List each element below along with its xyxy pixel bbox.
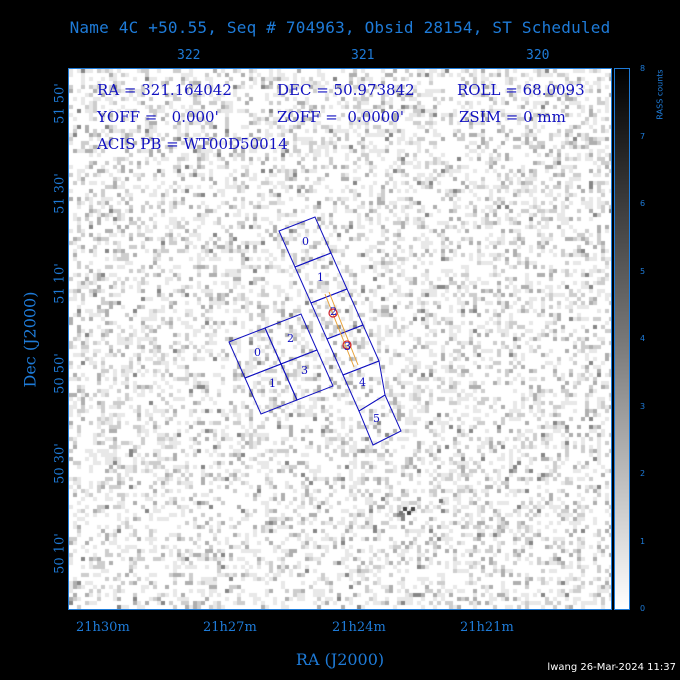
colorbar-tick: 1 [640,537,646,546]
colorbar-tick: 2 [640,469,646,478]
sky-image-panel: 0 1 2 3 4 5 0 2 1 3 RA = 321.164042 DEC … [68,68,612,610]
colorbar [614,68,630,610]
ccd-i-label: 1 [269,377,276,390]
dec-tick: 51 30' [52,173,68,214]
source-marker [328,308,338,318]
grating-arm [324,291,359,368]
colorbar-tick: 5 [640,267,646,276]
y-axis-label: Dec (J2000) [20,291,40,388]
rass-count-image [69,69,611,609]
ra-bottom-tick: 21h24m [332,620,386,635]
dec-tick: 50 50' [52,353,68,394]
zoff-readout: ZOFF = 0.0000' [277,108,405,126]
acis-s-chip-3 [326,324,380,376]
ccd-s-label: 3 [344,340,351,353]
colorbar-tick: 3 [640,402,646,411]
ccd-i-label: 0 [254,346,261,359]
roll-readout: ROLL = 68.0093 [457,81,585,99]
ccd-i-label: 3 [301,364,308,377]
dec-tick: 50 30' [52,443,68,484]
ccd-s-label: 0 [302,235,309,248]
acis-pb-readout: ACIS PB = WT00D50014 [97,135,288,153]
acis-footprint-overlay: 0 1 2 3 4 5 0 2 1 3 [228,216,402,446]
ra-top-tick: 321 [351,48,375,63]
colorbar-label: RASS counts [655,69,665,120]
ra-bottom-tick: 21h27m [203,620,257,635]
colorbar-tick: 4 [640,334,646,343]
source-marker [342,340,352,350]
acis-i-array [228,313,334,415]
ccd-s-label: 1 [317,271,324,284]
ccd-i-label: 2 [287,332,294,345]
dec-tick: 51 10' [52,263,68,304]
dec-tick: 50 10' [52,533,68,574]
plot-title: Name 4C +50.55, Seq # 704963, Obsid 2815… [69,18,611,37]
acis-i-chip-3 [280,349,334,401]
dec-tick: 51 50' [52,83,68,124]
yoff-readout: YOFF = 0.000' [97,108,219,126]
x-axis-label: RA (J2000) [295,650,385,669]
footer-stamp: lwang 26-Mar-2024 11:37 [547,662,676,673]
ra-top-tick: 320 [526,48,550,63]
colorbar-tick: 6 [640,199,646,208]
zsim-readout: ZSIM = 0 mm [459,108,566,126]
ra-bottom-tick: 21h30m [76,620,130,635]
colorbar-tick: 0 [640,604,646,613]
ccd-s-label: 5 [373,412,380,425]
ra-bottom-tick: 21h21m [460,620,514,635]
acis-s-array [278,216,402,446]
colorbar-tick: 7 [640,132,646,141]
source-markers [328,308,352,350]
ra-top-tick: 322 [177,48,201,63]
dec-readout: DEC = 50.973842 [277,81,415,99]
ccd-s-label: 2 [330,305,337,318]
ra-readout: RA = 321.164042 [97,81,232,99]
colorbar-tick: 8 [640,64,646,73]
acis-s-chip-5 [358,394,402,446]
ccd-s-label: 4 [359,376,366,389]
